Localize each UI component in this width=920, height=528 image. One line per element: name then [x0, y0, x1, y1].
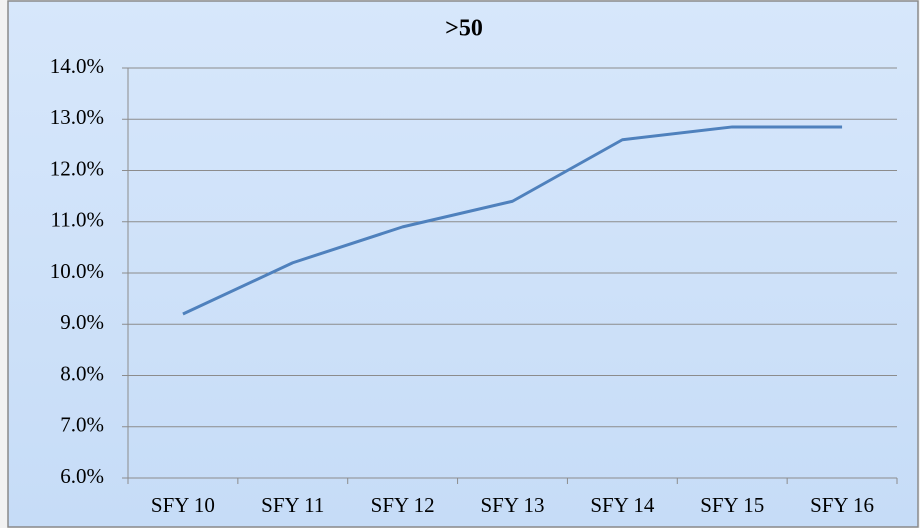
y-tick-label: 9.0%	[60, 310, 104, 334]
y-tick-label: 6.0%	[60, 464, 104, 488]
chart-background	[7, 0, 919, 528]
x-tick-label: SFY 12	[371, 493, 435, 517]
y-tick-label: 11.0%	[51, 208, 104, 232]
y-tick-label: 14.0%	[50, 54, 104, 78]
x-tick-label: SFY 10	[151, 493, 215, 517]
x-tick-label: SFY 14	[590, 493, 654, 517]
y-tick-label: 13.0%	[50, 105, 104, 129]
line-series	[182, 125, 843, 316]
y-tick-label: 8.0%	[60, 361, 104, 385]
y-tick-label: 10.0%	[50, 259, 104, 283]
x-tick-label: SFY 15	[700, 493, 764, 517]
chart-title: >50	[445, 16, 483, 42]
x-tick-label: SFY 11	[261, 493, 324, 517]
x-tick-label: SFY 13	[481, 493, 545, 517]
y-tick-label: 7.0%	[60, 413, 104, 437]
x-tick-label: SFY 16	[810, 493, 874, 517]
y-tick-label: 12.0%	[50, 156, 104, 180]
